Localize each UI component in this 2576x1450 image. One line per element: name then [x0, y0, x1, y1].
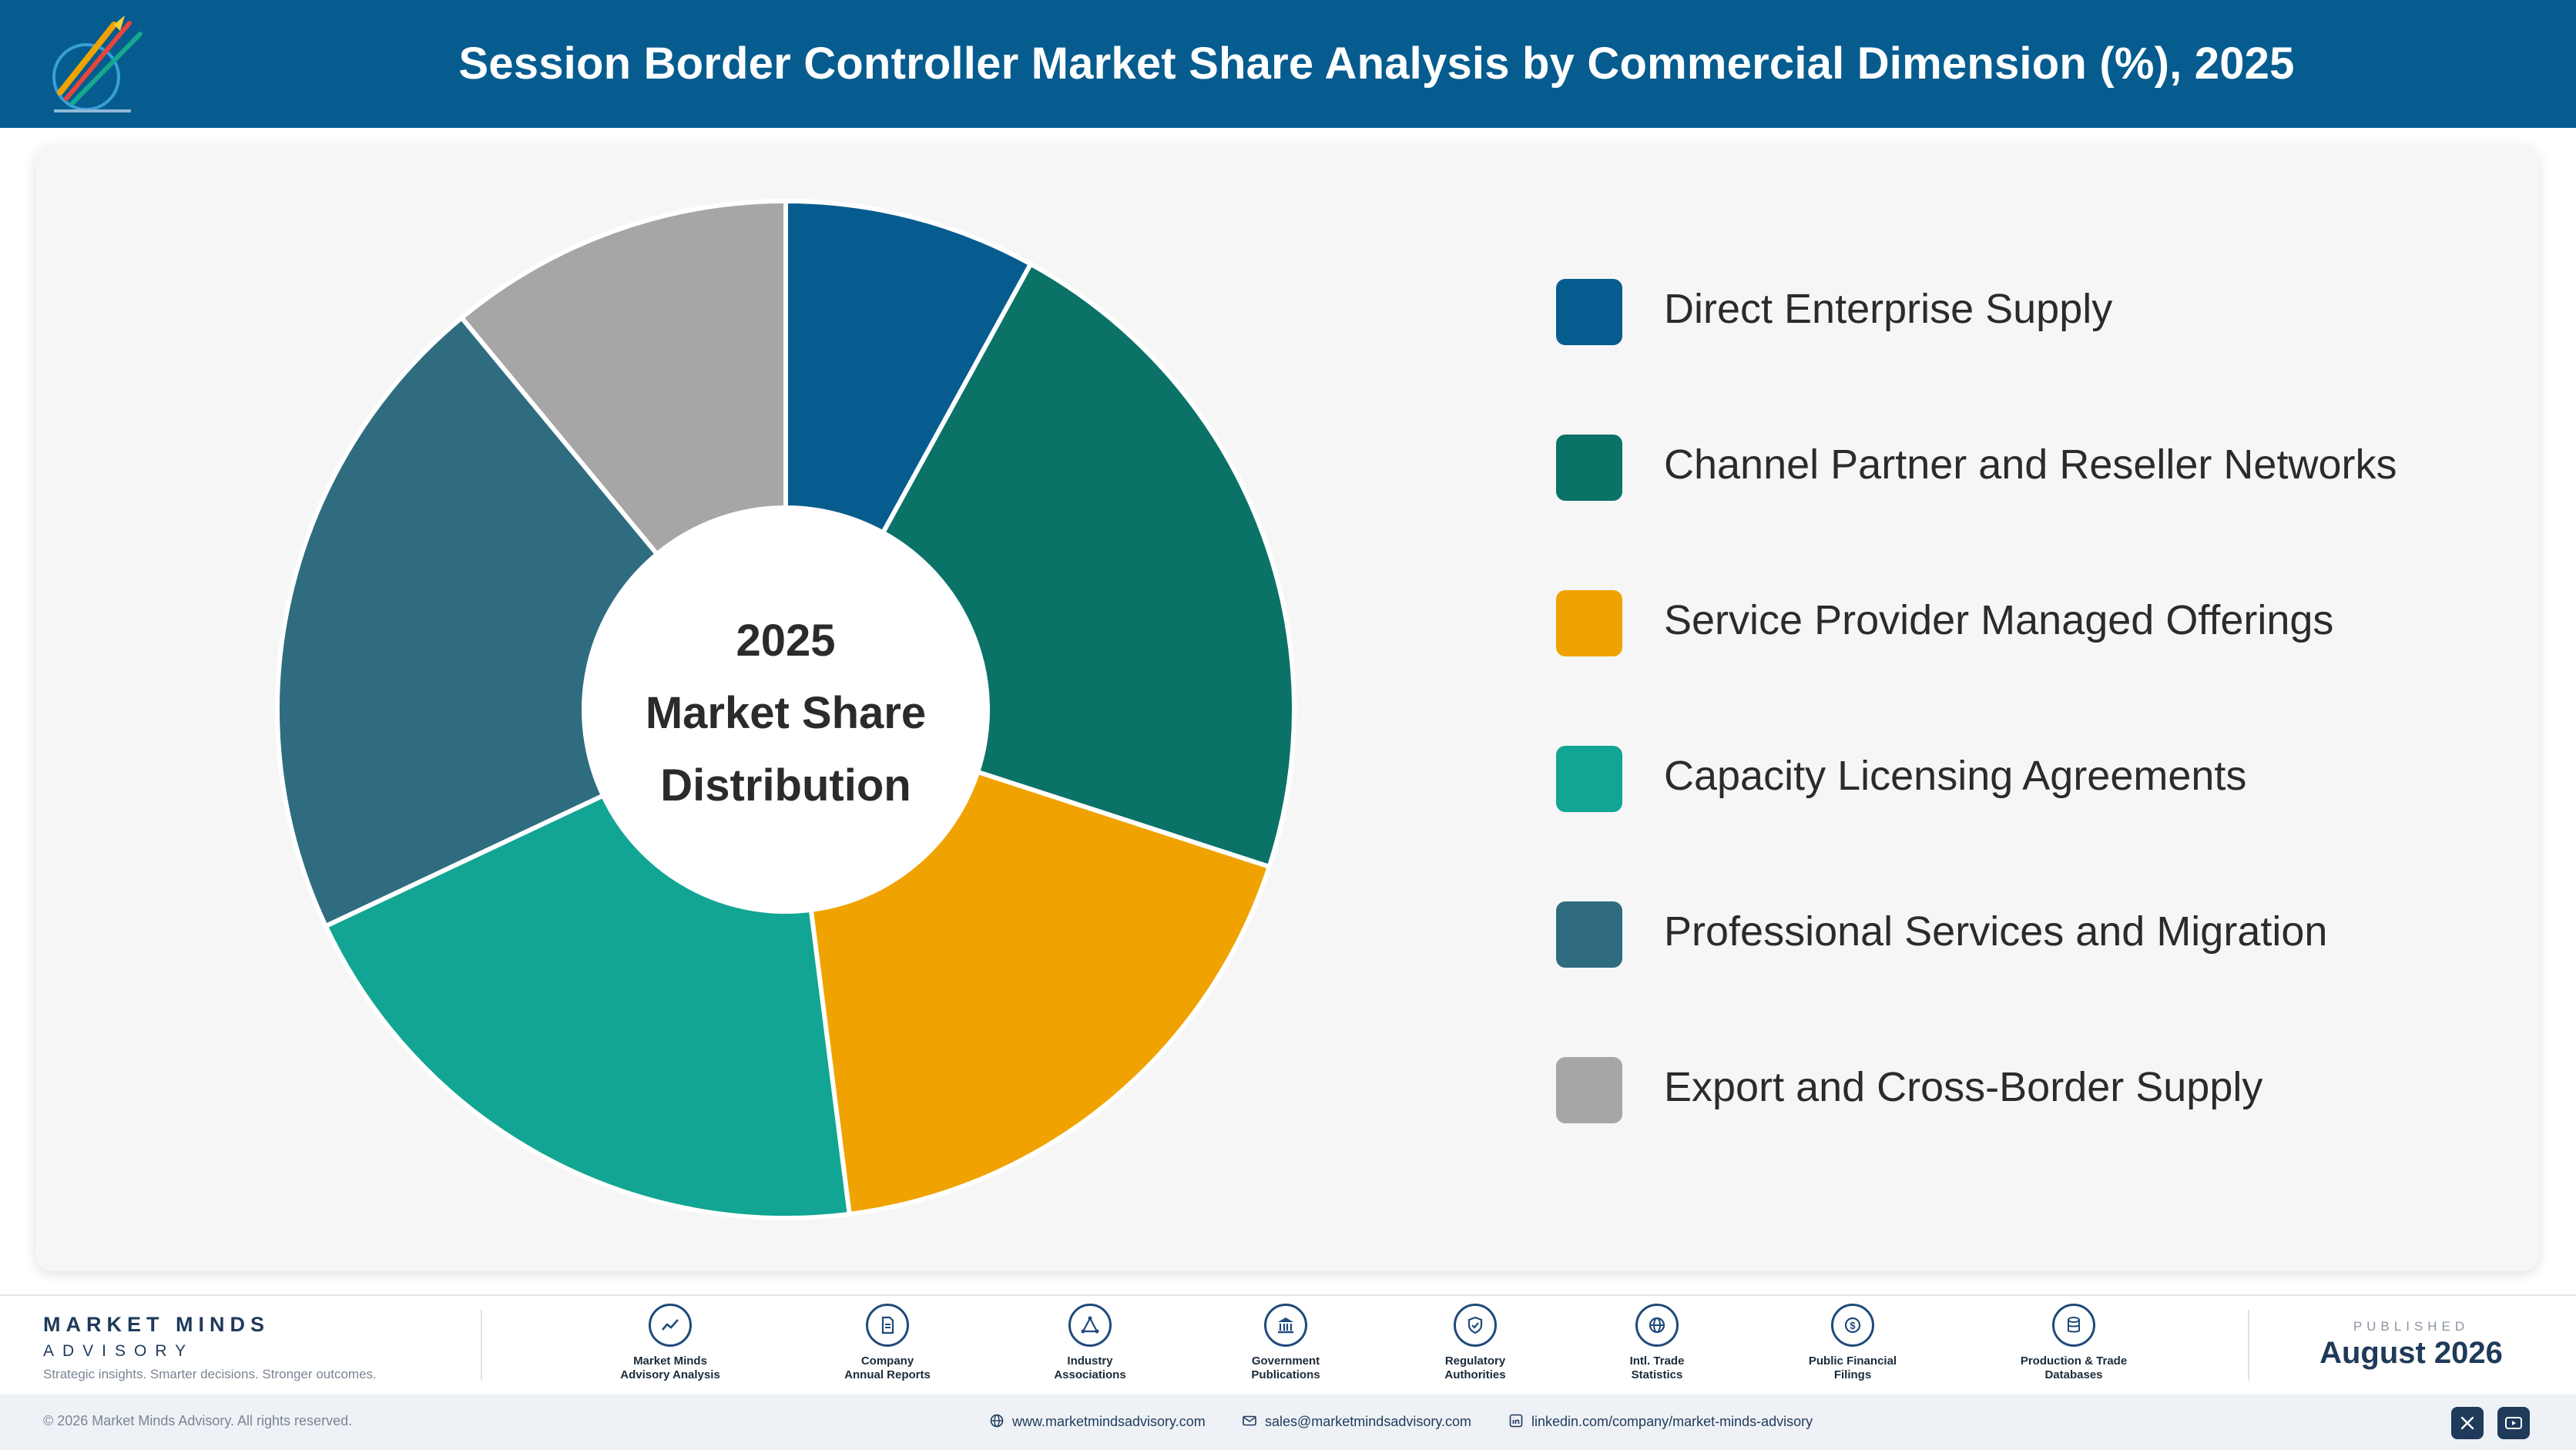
trend-chart-icon — [649, 1304, 692, 1347]
source-label: Associations — [1054, 1368, 1126, 1381]
legend-item: Direct Enterprise Supply — [1556, 276, 2480, 345]
center-label: Distribution — [660, 760, 911, 811]
source-item: Company Annual Reports — [799, 1304, 976, 1382]
source-label: Statistics — [1631, 1368, 1683, 1381]
youtube-icon — [2505, 1417, 2522, 1429]
legend-label: Direct Enterprise Supply — [1664, 286, 2113, 332]
source-label: Databases — [2044, 1368, 2103, 1381]
database-icon — [2052, 1304, 2095, 1347]
center-label: Market Share — [646, 688, 926, 738]
source-label: Annual Reports — [844, 1368, 931, 1381]
source-label: Industry — [1067, 1354, 1113, 1368]
source-label: Market Minds — [633, 1354, 707, 1368]
legend-item: Service Provider Managed Offerings — [1556, 587, 2480, 656]
legend-label: Service Provider Managed Offerings — [1664, 597, 2334, 643]
network-icon — [1068, 1304, 1112, 1347]
source-label: Intl. Trade — [1629, 1354, 1685, 1368]
brand-subtitle: ADVISORY — [43, 1342, 195, 1360]
email-link[interactable]: sales@marketmindsadvisory.com — [1242, 1413, 1471, 1430]
source-item: Government Publications — [1197, 1304, 1374, 1382]
linkedin-link[interactable]: linkedin.com/company/market-minds-adviso… — [1508, 1413, 1813, 1430]
market-minds-logo-icon — [52, 15, 143, 112]
published-date: August 2026 — [2319, 1336, 2503, 1370]
legend-label: Professional Services and Migration — [1664, 908, 2328, 955]
dollar-coin-icon: $ — [1831, 1304, 1874, 1347]
website-text[interactable]: www.marketmindsadvisory.com — [1012, 1414, 1206, 1429]
chart-card: 2025 Market Share Distribution Direct Ente… — [35, 145, 2539, 1271]
donut-chart: 2025 Market Share Distribution — [275, 198, 1296, 1221]
bottom-bar: © 2026 Market Minds Advisory. All rights… — [0, 1395, 2576, 1450]
legend-swatch — [1556, 901, 1622, 968]
website-link[interactable]: www.marketmindsadvisory.com — [989, 1413, 1206, 1430]
brand-tagline: Strategic insights. Smarter decisions. S… — [43, 1367, 377, 1381]
legend-swatch — [1556, 590, 1622, 656]
legend-label: Capacity Licensing Agreements — [1664, 753, 2247, 799]
legend-label: Export and Cross-Border Supply — [1664, 1064, 2263, 1110]
globe-icon — [1635, 1304, 1679, 1347]
divider — [2248, 1310, 2249, 1381]
source-item: Industry Associations — [1001, 1304, 1179, 1382]
legend-item: Export and Cross-Border Supply — [1556, 1054, 2480, 1123]
legend-swatch — [1556, 746, 1622, 812]
source-label: Public Financial — [1808, 1354, 1897, 1368]
legend-label: Channel Partner and Reseller Networks — [1664, 441, 2397, 488]
legend-swatch — [1556, 279, 1622, 345]
x-icon — [2460, 1416, 2474, 1430]
email-text[interactable]: sales@marketmindsadvisory.com — [1265, 1414, 1472, 1429]
header-bar: Session Border Controller Market Share A… — [0, 0, 2576, 128]
source-label: Regulatory — [1444, 1354, 1506, 1368]
source-label: Advisory Analysis — [620, 1368, 720, 1381]
source-label: Authorities — [1444, 1368, 1506, 1381]
x-social-button[interactable] — [2451, 1407, 2484, 1439]
source-item: Intl. Trade Statistics — [1568, 1304, 1746, 1382]
brand-name: MARKET MINDS — [43, 1313, 270, 1336]
divider — [481, 1310, 482, 1381]
source-label: Government — [1251, 1354, 1320, 1368]
globe-icon — [990, 1414, 1004, 1428]
legend-swatch — [1556, 435, 1622, 501]
source-item: Regulatory Authorities — [1387, 1304, 1564, 1382]
center-label: 2025 — [736, 616, 835, 666]
source-item: $ Public Financial Filings — [1764, 1304, 1941, 1382]
legend-item: Channel Partner and Reseller Networks — [1556, 431, 2480, 501]
copyright-text: © 2026 Market Minds Advisory. All rights… — [43, 1413, 353, 1428]
document-icon — [866, 1304, 909, 1347]
page-title: Session Border Controller Market Share A… — [458, 39, 2295, 89]
svg-text:$: $ — [1850, 1320, 1856, 1331]
source-label: Filings — [1833, 1368, 1872, 1381]
government-building-icon — [1264, 1304, 1307, 1347]
legend-item: Professional Services and Migration — [1556, 898, 2480, 968]
donut-hole — [584, 508, 988, 911]
source-label: Company — [860, 1354, 914, 1368]
legend-swatch — [1556, 1057, 1622, 1123]
linkedin-text[interactable]: linkedin.com/company/market-minds-adviso… — [1531, 1414, 1813, 1429]
legend-item: Capacity Licensing Agreements — [1556, 743, 2480, 812]
source-label: Publications — [1251, 1368, 1320, 1381]
source-item: Production & Trade Databases — [1985, 1304, 2162, 1382]
source-label: Production & Trade — [2020, 1354, 2128, 1368]
shield-check-icon — [1454, 1304, 1497, 1347]
source-item: Market Minds Advisory Analysis — [582, 1304, 759, 1382]
footer: MARKET MINDS ADVISORY Strategic insights… — [0, 1294, 2576, 1395]
youtube-social-button[interactable] — [2497, 1407, 2530, 1439]
published-label: PUBLISHED — [2353, 1319, 2470, 1334]
mail-icon — [1243, 1415, 1256, 1426]
linkedin-icon — [1509, 1414, 1523, 1428]
